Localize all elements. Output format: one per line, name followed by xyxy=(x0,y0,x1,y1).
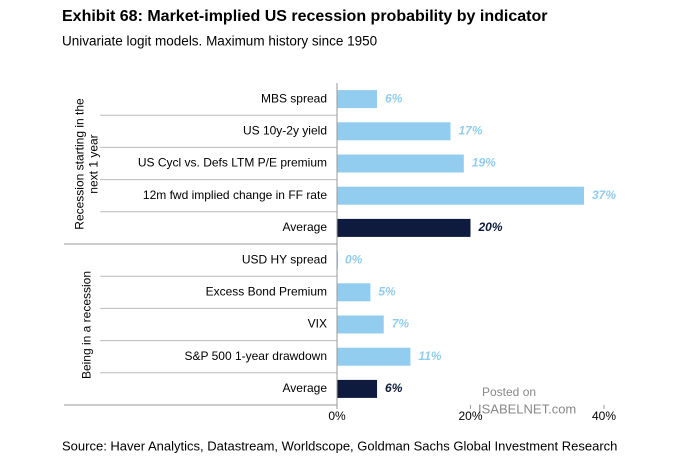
value-label: 5% xyxy=(378,284,396,298)
category-label: Average xyxy=(283,381,328,395)
category-label: US 10y-2y yield xyxy=(243,123,327,137)
watermark: Posted on xyxy=(482,385,536,399)
value-label: 20% xyxy=(478,220,503,234)
bar xyxy=(337,186,584,205)
category-label: Excess Bond Premium xyxy=(206,284,327,298)
bar xyxy=(337,315,384,334)
category-label: 12m fwd implied change in FF rate xyxy=(143,188,327,202)
bar xyxy=(337,379,378,398)
x-tick-label: 0% xyxy=(328,409,346,423)
bar xyxy=(337,347,411,366)
x-tick-label: 40% xyxy=(592,409,616,423)
category-label: Average xyxy=(283,220,328,234)
bar xyxy=(337,90,378,109)
bar xyxy=(337,283,371,302)
bar xyxy=(337,122,451,141)
source: Source: Haver Analytics, Datastream, Wor… xyxy=(62,438,617,453)
value-label: 17% xyxy=(458,123,482,137)
category-label: S&P 500 1-year drawdown xyxy=(184,349,327,363)
watermark: ISABELNET.com xyxy=(478,401,576,416)
bar xyxy=(337,154,464,173)
group-label: Recession starting in the next 1 year xyxy=(72,97,100,230)
category-label: VIX xyxy=(308,317,327,331)
value-label: 19% xyxy=(472,156,496,170)
bar xyxy=(337,218,471,237)
group-label: Being in a recession xyxy=(79,270,93,379)
category-label: US Cycl vs. Defs LTM P/E premium xyxy=(138,156,327,170)
value-label: 7% xyxy=(392,317,410,331)
value-label: 6% xyxy=(385,91,403,105)
value-label: 11% xyxy=(418,349,441,363)
category-label: MBS spread xyxy=(261,91,327,105)
value-label: 0% xyxy=(345,252,363,266)
value-label: 37% xyxy=(592,188,616,202)
chart-title: Exhibit 68: Market-implied US recession … xyxy=(62,8,547,25)
category-label: USD HY spread xyxy=(242,252,327,266)
chart-subtitle: Univariate logit models. Maximum history… xyxy=(62,34,377,49)
value-label: 6% xyxy=(385,381,403,395)
x-tick-label: 20% xyxy=(458,409,482,423)
